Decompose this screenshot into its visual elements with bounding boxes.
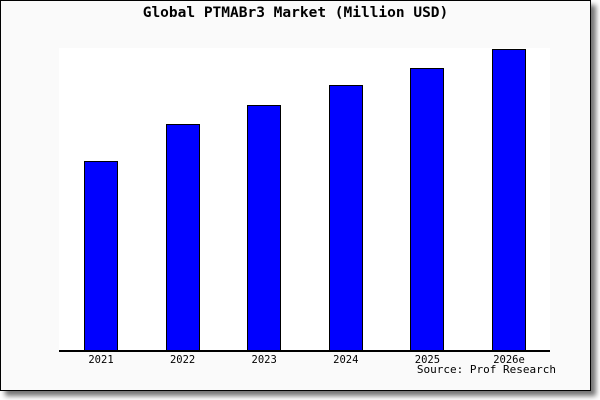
plot-area <box>59 48 550 352</box>
bar-2024 <box>328 85 363 350</box>
x-tick-label-2025: 2025 <box>414 354 441 366</box>
source-credit: Source: Prof Research <box>416 363 556 376</box>
bar-2026e <box>492 49 526 350</box>
x-tick-label-2023: 2023 <box>251 354 277 366</box>
x-tick-label-2024: 2024 <box>333 354 359 366</box>
bar-2025 <box>410 68 445 350</box>
chart-title: Global PTMABr3 Market (Million USD) <box>142 5 449 21</box>
bar-2023 <box>247 105 282 350</box>
x-tick-label-2026e: 2026e <box>493 354 525 366</box>
x-tick-label-2021: 2021 <box>88 354 114 366</box>
x-tick-label-2022: 2022 <box>169 354 196 366</box>
bar-2022 <box>165 124 200 350</box>
bar-2021 <box>84 161 118 350</box>
chart-figure: Global PTMABr3 Market (Million USD) Sour… <box>0 0 591 391</box>
